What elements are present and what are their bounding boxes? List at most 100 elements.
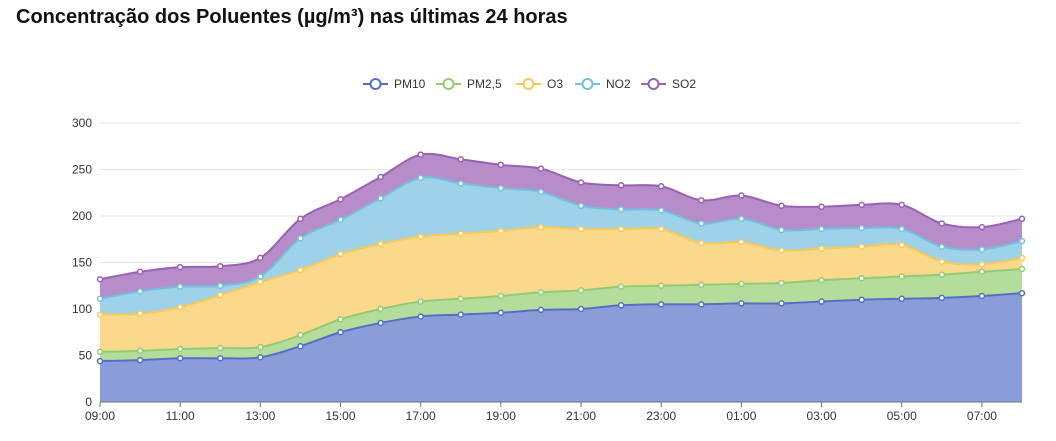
point-no2[interactable] (176, 283, 184, 290)
point-o3[interactable] (898, 241, 905, 249)
point-o3[interactable] (617, 225, 625, 233)
point-so2[interactable] (457, 156, 465, 163)
point-pm10[interactable] (457, 311, 465, 318)
point-pm10[interactable] (377, 319, 384, 327)
point-pm10[interactable] (818, 298, 825, 305)
point-o3[interactable] (858, 243, 865, 250)
point-pm2-5[interactable] (537, 289, 545, 296)
point-o3[interactable] (577, 225, 585, 233)
point-pm10[interactable] (417, 313, 424, 320)
legend-item-pm10[interactable]: PM10 (363, 77, 426, 91)
point-o3[interactable] (738, 238, 745, 246)
point-pm2-5[interactable] (698, 281, 705, 289)
point-pm10[interactable] (938, 294, 946, 302)
point-o3[interactable] (698, 239, 705, 247)
point-so2[interactable] (898, 201, 905, 209)
point-no2[interactable] (938, 243, 946, 250)
point-o3[interactable] (417, 233, 424, 240)
point-so2[interactable] (938, 220, 946, 227)
point-pm2-5[interactable] (738, 280, 745, 288)
point-no2[interactable] (1018, 237, 1026, 245)
point-pm2-5[interactable] (818, 276, 825, 284)
point-pm10[interactable] (537, 306, 545, 314)
point-pm10[interactable] (617, 302, 625, 309)
point-so2[interactable] (537, 165, 545, 172)
point-pm2-5[interactable] (657, 282, 665, 289)
point-pm10[interactable] (858, 296, 865, 303)
point-so2[interactable] (337, 196, 344, 203)
point-no2[interactable] (577, 202, 585, 210)
point-no2[interactable] (96, 295, 104, 303)
point-pm10[interactable] (217, 355, 224, 362)
point-pm2-5[interactable] (136, 347, 144, 355)
point-pm10[interactable] (978, 292, 986, 300)
point-no2[interactable] (738, 215, 745, 223)
point-pm10[interactable] (497, 309, 505, 316)
point-so2[interactable] (1018, 215, 1026, 223)
point-pm10[interactable] (297, 342, 304, 350)
point-o3[interactable] (136, 310, 144, 317)
point-pm2-5[interactable] (898, 273, 905, 280)
point-o3[interactable] (978, 261, 986, 268)
point-pm2-5[interactable] (938, 271, 946, 278)
point-pm10[interactable] (698, 301, 705, 308)
point-so2[interactable] (617, 182, 625, 189)
point-so2[interactable] (257, 254, 264, 262)
point-so2[interactable] (778, 202, 785, 210)
legend-item-no2[interactable]: NO2 (575, 77, 631, 91)
point-pm2-5[interactable] (858, 275, 865, 282)
point-pm10[interactable] (96, 357, 104, 365)
point-no2[interactable] (337, 216, 344, 223)
point-o3[interactable] (337, 250, 344, 258)
point-o3[interactable] (818, 245, 825, 252)
point-no2[interactable] (457, 180, 465, 187)
legend-item-so2[interactable]: SO2 (641, 77, 696, 91)
point-pm2-5[interactable] (217, 344, 224, 352)
point-o3[interactable] (176, 303, 184, 311)
point-pm10[interactable] (778, 300, 785, 307)
point-no2[interactable] (497, 184, 505, 192)
point-so2[interactable] (738, 192, 745, 199)
point-pm10[interactable] (1018, 289, 1026, 297)
point-pm2-5[interactable] (577, 287, 585, 294)
point-pm2-5[interactable] (377, 305, 384, 313)
point-pm10[interactable] (136, 356, 144, 364)
point-o3[interactable] (377, 240, 384, 248)
point-so2[interactable] (978, 223, 986, 231)
point-pm2-5[interactable] (96, 348, 104, 356)
point-so2[interactable] (136, 268, 144, 276)
point-pm2-5[interactable] (337, 315, 344, 323)
point-no2[interactable] (377, 195, 384, 202)
point-so2[interactable] (176, 263, 184, 271)
point-so2[interactable] (577, 179, 585, 186)
point-no2[interactable] (978, 246, 986, 253)
point-pm10[interactable] (337, 329, 344, 336)
point-o3[interactable] (257, 278, 264, 286)
point-no2[interactable] (818, 225, 825, 233)
point-o3[interactable] (537, 223, 545, 231)
point-no2[interactable] (858, 224, 865, 232)
point-no2[interactable] (297, 235, 304, 242)
point-no2[interactable] (898, 225, 905, 233)
point-pm2-5[interactable] (1018, 265, 1026, 273)
point-pm10[interactable] (738, 300, 745, 307)
point-no2[interactable] (698, 220, 705, 227)
point-pm2-5[interactable] (978, 268, 986, 276)
point-so2[interactable] (497, 161, 505, 169)
point-o3[interactable] (778, 247, 785, 254)
legend-item-o3[interactable]: O3 (516, 77, 563, 91)
point-no2[interactable] (778, 226, 785, 234)
point-pm10[interactable] (257, 354, 264, 361)
point-no2[interactable] (617, 206, 625, 213)
point-o3[interactable] (457, 230, 465, 237)
point-no2[interactable] (217, 282, 224, 289)
point-so2[interactable] (96, 275, 104, 283)
point-pm2-5[interactable] (417, 298, 424, 305)
point-so2[interactable] (698, 196, 705, 204)
point-pm2-5[interactable] (457, 295, 465, 303)
point-so2[interactable] (858, 201, 865, 209)
legend-item-pm2-5[interactable]: PM2,5 (436, 77, 502, 91)
point-no2[interactable] (257, 273, 264, 280)
point-o3[interactable] (1018, 254, 1026, 262)
point-no2[interactable] (136, 288, 144, 295)
